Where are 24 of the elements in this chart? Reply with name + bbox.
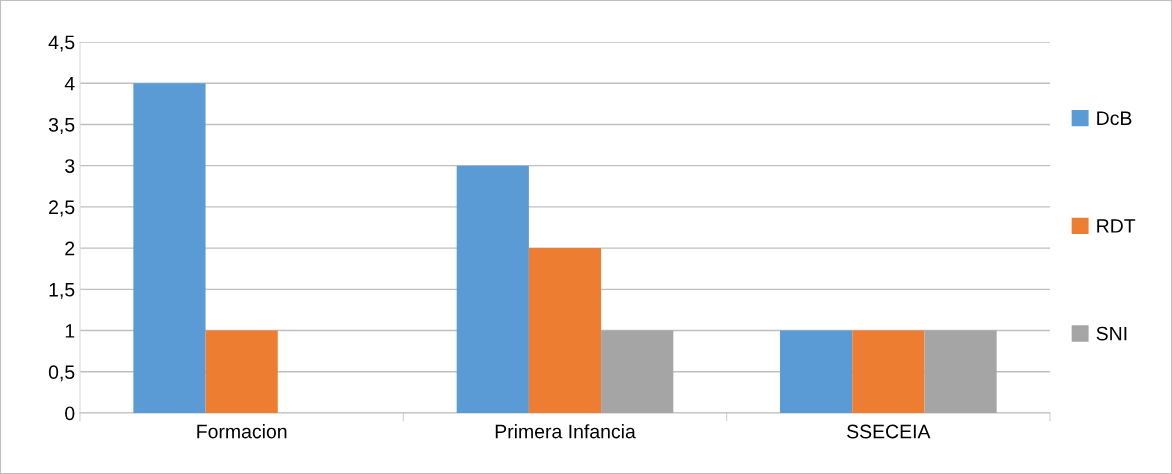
bar — [456, 165, 529, 413]
x-tick-label: Primera Infancia — [495, 424, 636, 439]
y-tick-label: 2,5 — [49, 200, 75, 217]
bar — [528, 248, 602, 413]
y-tick-label: 3 — [65, 159, 75, 173]
y-tick-label: 1 — [65, 324, 75, 338]
legend-label: SNI — [1096, 326, 1127, 341]
x-tick-label: Formacion — [197, 424, 287, 439]
bar — [205, 330, 278, 413]
y-tick-label: 3,5 — [48, 117, 75, 134]
y-tick-label: 1,5 — [49, 283, 75, 299]
y-tick-label: 0,5 — [48, 365, 75, 382]
bar — [924, 330, 997, 413]
bar — [133, 83, 206, 413]
bar — [780, 330, 853, 413]
legend-label: DcB — [1097, 111, 1132, 126]
y-tick-label: 4,5 — [48, 35, 75, 52]
y-tick-label: 2 — [65, 241, 75, 256]
bar — [852, 330, 925, 413]
legend-label: RDT — [1097, 219, 1136, 233]
x-tick-label: SSECEIA — [847, 424, 931, 439]
y-tick-label: 4 — [64, 76, 75, 91]
bar — [601, 330, 674, 413]
y-tick-label: 0 — [65, 406, 75, 421]
